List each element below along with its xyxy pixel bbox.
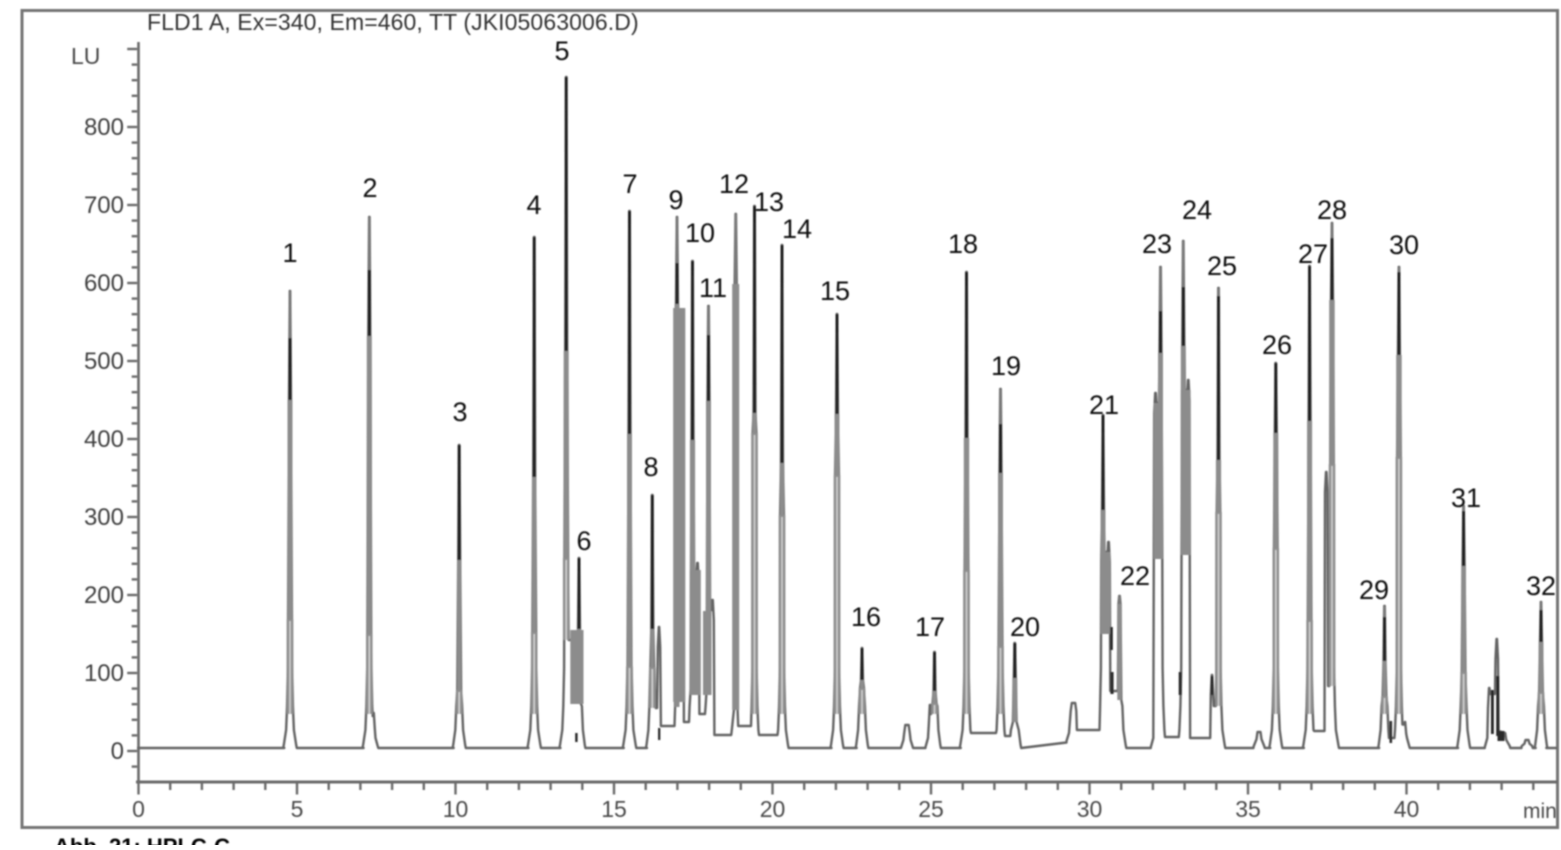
svg-text:0: 0 xyxy=(111,738,124,765)
svg-text:15: 15 xyxy=(820,276,850,306)
svg-text:17: 17 xyxy=(915,612,945,642)
svg-text:700: 700 xyxy=(84,192,124,219)
svg-text:300: 300 xyxy=(84,504,124,531)
svg-text:21: 21 xyxy=(1089,390,1119,420)
svg-text:35: 35 xyxy=(1235,796,1261,822)
svg-text:600: 600 xyxy=(84,270,124,297)
svg-text:10: 10 xyxy=(443,796,469,822)
svg-text:200: 200 xyxy=(84,582,124,609)
svg-text:9: 9 xyxy=(668,185,683,215)
svg-text:400: 400 xyxy=(84,426,124,453)
svg-text:25: 25 xyxy=(1207,251,1237,281)
svg-text:10: 10 xyxy=(685,218,715,248)
svg-text:30: 30 xyxy=(1077,796,1103,822)
svg-text:2: 2 xyxy=(362,173,377,203)
svg-text:800: 800 xyxy=(84,114,124,141)
svg-text:1: 1 xyxy=(282,238,297,268)
svg-text:18: 18 xyxy=(948,229,978,259)
svg-text:27: 27 xyxy=(1298,239,1328,269)
svg-text:20: 20 xyxy=(760,796,786,822)
svg-text:FLD1 A, Ex=340, Em=460, TT (JK: FLD1 A, Ex=340, Em=460, TT (JKI05063006.… xyxy=(147,9,639,35)
svg-text:100: 100 xyxy=(84,660,124,687)
svg-text:32: 32 xyxy=(1526,571,1556,601)
svg-text:26: 26 xyxy=(1262,330,1292,360)
svg-text:24: 24 xyxy=(1182,195,1212,225)
svg-text:5: 5 xyxy=(554,36,569,66)
svg-text:11: 11 xyxy=(699,273,727,303)
svg-text:min: min xyxy=(1523,800,1557,823)
svg-text:28: 28 xyxy=(1317,195,1347,225)
svg-text:3: 3 xyxy=(452,397,467,427)
svg-text:500: 500 xyxy=(84,348,124,375)
svg-text:16: 16 xyxy=(851,602,881,632)
svg-text:25: 25 xyxy=(918,796,944,822)
svg-text:LU: LU xyxy=(71,43,100,69)
svg-text:15: 15 xyxy=(601,796,627,822)
svg-text:29: 29 xyxy=(1359,575,1389,605)
svg-text:19: 19 xyxy=(991,351,1021,381)
svg-text:12: 12 xyxy=(719,169,749,199)
svg-text:14: 14 xyxy=(782,214,812,244)
svg-text:7: 7 xyxy=(622,169,637,199)
svg-text:0: 0 xyxy=(132,796,145,822)
svg-text:22: 22 xyxy=(1120,561,1150,591)
svg-text:Abb. 21: HPLC-C: Abb. 21: HPLC-C xyxy=(54,834,230,845)
svg-text:5: 5 xyxy=(291,796,304,822)
svg-text:4: 4 xyxy=(526,190,541,220)
svg-text:40: 40 xyxy=(1394,796,1420,822)
svg-text:6: 6 xyxy=(576,526,591,556)
svg-text:30: 30 xyxy=(1389,230,1419,260)
svg-text:31: 31 xyxy=(1451,483,1481,513)
svg-text:20: 20 xyxy=(1010,612,1040,642)
svg-text:13: 13 xyxy=(754,187,784,217)
svg-text:8: 8 xyxy=(643,452,658,482)
svg-text:23: 23 xyxy=(1142,229,1172,259)
